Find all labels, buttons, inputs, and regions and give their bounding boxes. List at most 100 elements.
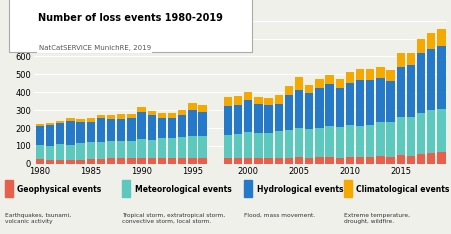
Bar [178, 110, 186, 116]
Bar [325, 157, 333, 164]
Bar [117, 113, 125, 119]
Bar [396, 155, 404, 164]
Text: Extreme temperature,
drought, wildfire.: Extreme temperature, drought, wildfire. [343, 213, 409, 224]
Bar [137, 107, 146, 112]
Bar [223, 106, 232, 135]
Bar [234, 105, 242, 134]
Bar [406, 65, 414, 117]
Bar [147, 115, 156, 140]
Bar [426, 49, 434, 110]
Bar [386, 157, 394, 164]
Bar [244, 100, 252, 132]
Bar [107, 158, 115, 164]
Bar [406, 156, 414, 164]
Bar [436, 152, 445, 164]
Bar [76, 160, 85, 164]
Bar [168, 113, 176, 118]
Bar [335, 79, 343, 88]
Bar [254, 158, 262, 164]
Bar [355, 80, 364, 126]
Bar [198, 112, 206, 135]
Bar [97, 142, 105, 159]
Bar [375, 78, 384, 122]
Bar [304, 157, 313, 164]
Bar [157, 157, 166, 164]
Bar [46, 146, 54, 160]
Bar [127, 158, 135, 164]
Bar [315, 128, 323, 157]
Bar [244, 91, 252, 100]
Bar [274, 95, 282, 104]
Bar [168, 158, 176, 164]
Bar [56, 121, 64, 123]
Bar [325, 126, 333, 157]
Bar [234, 96, 242, 105]
Bar [157, 118, 166, 138]
Bar [198, 105, 206, 112]
Bar [147, 140, 156, 158]
Bar [396, 117, 404, 155]
Bar [127, 114, 135, 118]
Bar [147, 158, 156, 164]
Bar [284, 95, 293, 130]
Bar [188, 157, 196, 164]
Bar [304, 129, 313, 157]
Bar [188, 110, 196, 136]
Bar [76, 143, 85, 160]
Bar [335, 157, 343, 164]
Text: Earthquakes, tsunami,
volcanic activity: Earthquakes, tsunami, volcanic activity [5, 213, 70, 224]
Bar [127, 141, 135, 158]
Bar [345, 72, 353, 83]
Text: Number of loss events 1980-2019: Number of loss events 1980-2019 [38, 13, 222, 23]
Text: Geophysical events: Geophysical events [17, 185, 101, 194]
Bar [355, 126, 364, 157]
Bar [406, 117, 414, 156]
Bar [66, 160, 74, 164]
Bar [416, 39, 424, 53]
Bar [198, 158, 206, 164]
Bar [56, 160, 64, 164]
Bar [274, 131, 282, 157]
Bar [416, 113, 424, 154]
Bar [416, 154, 424, 164]
Bar [36, 126, 44, 145]
Bar [335, 128, 343, 157]
Bar [87, 122, 95, 142]
Bar [304, 93, 313, 129]
Bar [264, 98, 272, 105]
Bar [66, 121, 74, 145]
Bar [178, 116, 186, 137]
Bar [56, 144, 64, 160]
Bar [87, 142, 95, 159]
Bar [117, 158, 125, 164]
Bar [46, 123, 54, 125]
Bar [157, 138, 166, 157]
Bar [426, 33, 434, 49]
Bar [178, 158, 186, 164]
Bar [315, 79, 323, 88]
Text: Flood, mass movement.: Flood, mass movement. [244, 213, 314, 218]
Bar [436, 109, 445, 152]
Bar [36, 159, 44, 164]
Bar [365, 125, 373, 157]
Bar [137, 139, 146, 158]
Bar [375, 67, 384, 78]
Bar [168, 118, 176, 138]
Bar [254, 97, 262, 104]
Bar [426, 153, 434, 164]
Bar [36, 145, 44, 159]
Bar [198, 135, 206, 158]
Bar [223, 158, 232, 164]
Bar [188, 136, 196, 157]
Bar [97, 115, 105, 118]
Bar [295, 77, 303, 90]
Bar [335, 88, 343, 128]
Bar [117, 119, 125, 141]
Bar [168, 138, 176, 158]
Bar [127, 118, 135, 141]
Bar [87, 118, 95, 122]
Bar [345, 83, 353, 125]
Bar [107, 119, 115, 141]
Bar [284, 157, 293, 164]
Text: Climatological events: Climatological events [355, 185, 449, 194]
